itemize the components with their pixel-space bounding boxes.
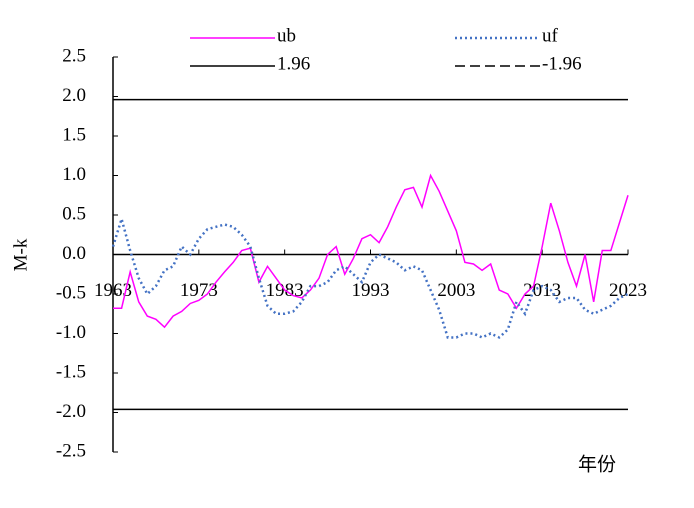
- legend-label: ub: [277, 25, 296, 46]
- legend-label: 1.96: [277, 53, 310, 74]
- y-tick-label: 2.0: [62, 85, 86, 106]
- y-tick-label: -2.5: [56, 440, 86, 461]
- series-line: [113, 173, 629, 329]
- x-tick-label: 2023: [609, 280, 647, 301]
- y-tick-label: 0.5: [62, 203, 86, 224]
- x-tick-label: 1973: [180, 280, 218, 301]
- y-axis-label: M-k: [10, 238, 31, 271]
- y-tick-label: 0.0: [62, 243, 86, 264]
- series-line: [111, 214, 629, 339]
- y-tick-label: 1.0: [62, 164, 86, 185]
- legend-label: -1.96: [542, 53, 582, 74]
- x-axis-label: 年份: [578, 453, 616, 475]
- y-tick-label: -1.5: [56, 361, 86, 382]
- legend-label: uf: [542, 25, 559, 46]
- x-tick-label: 1993: [352, 280, 390, 301]
- y-tick-label: -1.0: [56, 322, 86, 343]
- x-tick-label: 2003: [437, 280, 475, 301]
- y-tick-label: -2.0: [56, 401, 86, 422]
- y-tick-label: -0.5: [56, 282, 86, 303]
- x-tick-label: 1963: [94, 280, 132, 301]
- y-tick-label: 1.5: [62, 124, 86, 145]
- y-tick-label: 2.5: [62, 45, 86, 66]
